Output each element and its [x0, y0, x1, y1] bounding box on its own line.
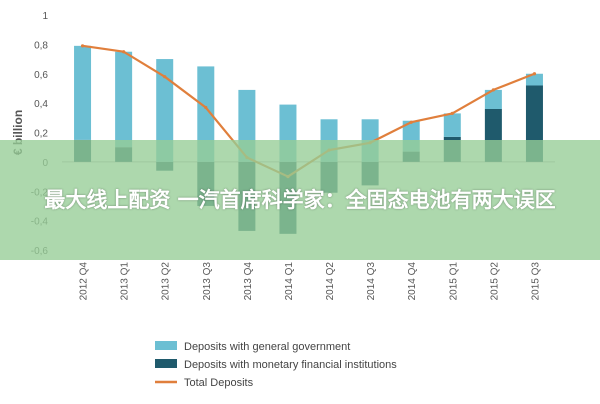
x-tick-label: 2014 Q3 — [366, 262, 377, 301]
legend-label: Deposits with general government — [184, 341, 350, 353]
legend-label: Deposits with monetary financial institu… — [184, 359, 397, 371]
bar-general-government — [484, 89, 502, 109]
total-deposits-point — [80, 44, 85, 48]
x-tick-label: 2015 Q2 — [489, 262, 500, 301]
bar-general-government — [156, 59, 174, 162]
y-tick-label: 0,2 — [34, 129, 48, 140]
total-deposits-point — [122, 50, 126, 54]
bar-general-government — [74, 45, 92, 140]
y-tick-label: 1 — [42, 11, 48, 22]
y-tick-label: 0,8 — [34, 40, 48, 51]
x-tick-label: 2015 Q3 — [530, 262, 541, 301]
x-tick-label: 2012 Q4 — [79, 262, 90, 301]
bar-general-government — [197, 66, 215, 162]
x-tick-label: 2013 Q4 — [243, 262, 254, 301]
total-deposits-point — [409, 120, 413, 124]
y-tick-label: 0,4 — [34, 99, 48, 110]
x-tick-label: 2013 Q3 — [202, 262, 213, 301]
legend-swatch — [155, 359, 177, 368]
legend-swatch — [155, 341, 177, 350]
x-tick-label: 2014 Q2 — [325, 262, 336, 301]
overlay-banner-text: 最大线上配资 一汽首席科学家：全固态电池有两大误区 — [44, 188, 556, 212]
x-tick-label: 2013 Q1 — [120, 262, 131, 301]
bar-general-government — [115, 51, 133, 148]
legend-label: Total Deposits — [184, 377, 254, 389]
overlay-banner: 最大线上配资 一汽首席科学家：全固态电池有两大误区 — [0, 140, 600, 260]
x-tick-label: 2013 Q2 — [161, 262, 172, 301]
x-tick-label: 2015 Q1 — [448, 262, 459, 301]
total-deposits-point — [204, 105, 208, 110]
total-deposits-point — [450, 111, 454, 116]
legend: Deposits with general government Deposits… — [155, 341, 397, 389]
total-deposits-point — [491, 88, 495, 92]
bar-general-government — [443, 113, 461, 137]
total-deposits-point — [532, 72, 537, 76]
total-deposits-point — [163, 75, 167, 79]
x-tick-label: 2014 Q1 — [284, 262, 295, 301]
y-tick-label: 0,6 — [34, 70, 48, 81]
x-tick-label: 2014 Q4 — [407, 262, 418, 301]
bar-general-government — [525, 73, 543, 86]
